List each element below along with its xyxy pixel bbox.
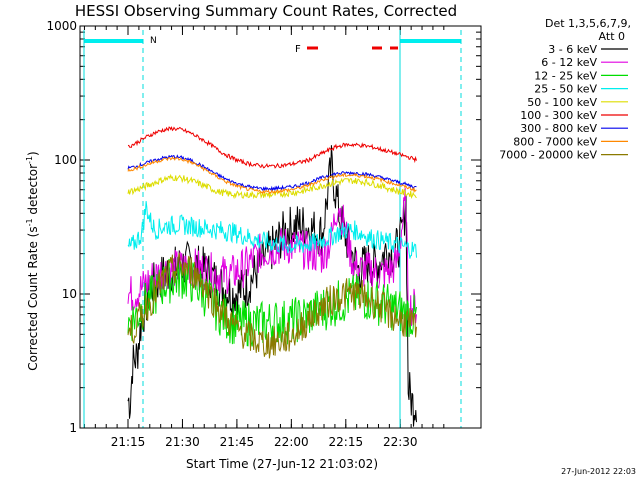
legend-entry-label: 50 - 100 keV (527, 96, 597, 109)
series-line (127, 252, 417, 359)
series-lines (127, 125, 417, 427)
y-axis-label: Corrected Count Rate (s-1 detector-1) (25, 151, 40, 370)
x-tick-label: 21:45 (220, 435, 255, 449)
chart-title: HESSI Observing Summary Count Rates, Cor… (75, 2, 457, 20)
f-marker: F (295, 44, 301, 55)
y-tick-label: 1000 (46, 19, 77, 33)
x-tick-label: 22:15 (329, 435, 364, 449)
x-axis-label: Start Time (27-Jun-12 21:03:02) (186, 457, 378, 471)
legend-entry-label: 300 - 800 keV (520, 122, 597, 135)
y-tick-label: 1 (69, 421, 77, 435)
series-line (127, 125, 417, 169)
n-marker: N (150, 36, 157, 46)
legend-entry-label: 7000 - 20000 keV (499, 149, 597, 162)
legend-entry-label: 25 - 50 keV (534, 83, 597, 96)
plot-area: NF (83, 30, 462, 428)
series-line (127, 187, 417, 327)
legend-entry-label: 100 - 300 keV (520, 109, 597, 122)
x-tick-label: 22:00 (274, 435, 309, 449)
series-line (127, 156, 417, 195)
plot-frame (79, 25, 482, 429)
x-tick-label: 21:30 (165, 435, 200, 449)
series-line (127, 173, 417, 200)
legend-entry-label: 12 - 25 keV (534, 69, 597, 82)
legend-header-line-1: Det 1,3,5,6,7,9, (545, 17, 631, 30)
legend-entry-label: 3 - 6 keV (548, 43, 597, 56)
coverage-bars (83, 30, 462, 428)
series-line (127, 201, 417, 259)
y-tick-label: 100 (54, 153, 77, 167)
y-tick-label: 10 (62, 287, 77, 301)
timestamp-label: 27-Jun-2012 22:03 (561, 467, 636, 476)
series-line (127, 154, 417, 192)
markers: NF (150, 36, 398, 55)
legend-entry-label: 800 - 7000 keV (513, 135, 597, 148)
x-tick-label: 21:15 (111, 435, 146, 449)
x-tick-label: 22:30 (383, 435, 418, 449)
y-axis-ticks: 1 10 100 1000 (46, 19, 481, 435)
legend-entry-label: 6 - 12 keV (541, 56, 597, 69)
legend-header-line-2: Att 0 (599, 30, 625, 43)
